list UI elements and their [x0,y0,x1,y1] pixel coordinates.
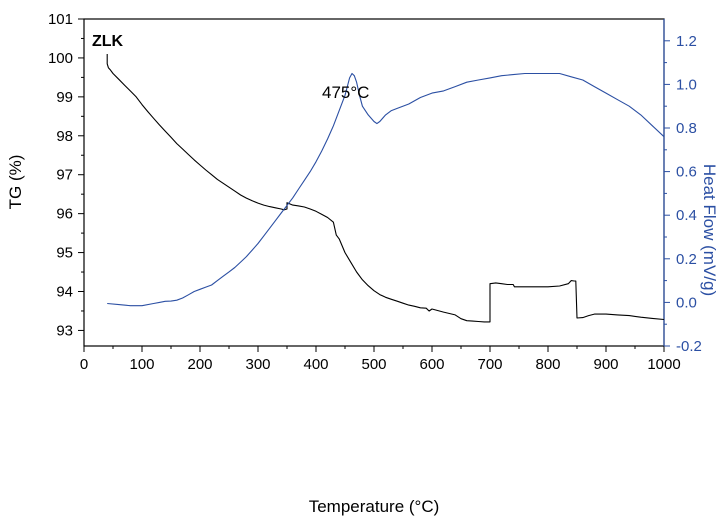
x-tick-label: 300 [245,356,270,373]
left-y-axis-ticks: 93 94 95 96 97 98 99 100 101 [48,11,84,339]
x-tick-label: 400 [303,356,328,373]
right-y-axis-ticks: -0.2 0.0 0.2 0.4 0.6 0.8 1.0 1.2 [664,33,702,355]
x-axis-title: Temperature (°C) [309,497,440,516]
y-right-tick-label: 1.0 [676,76,697,93]
y-right-tick-label: 1.2 [676,33,697,50]
tg-curve [106,54,665,323]
x-axis-ticks: 0 100 200 300 400 500 600 700 800 900 1000 [80,346,681,373]
y-right-tick-label: 0.4 [676,207,697,224]
x-tick-label: 900 [593,356,618,373]
peak-annotation: 475°C [322,83,369,102]
x-tick-label: 100 [129,356,154,373]
x-tick-label: 700 [477,356,502,373]
y-left-tick-label: 94 [56,284,73,301]
y-left-tick-label: 100 [48,50,73,67]
y-right-tick-label: -0.2 [676,338,702,355]
y-right-tick-label: 0.0 [676,294,697,311]
y-left-tick-label: 98 [56,128,73,145]
y-left-tick-label: 101 [48,11,73,28]
y-left-tick-label: 96 [56,206,73,223]
x-tick-label: 800 [535,356,560,373]
y-right-tick-label: 0.6 [676,164,697,181]
y-left-tick-label: 93 [56,322,73,339]
series-lines [106,54,665,323]
heat-flow-curve [107,72,665,307]
plot-frame [83,18,665,347]
x-tick-label: 1000 [647,356,680,373]
x-tick-label: 500 [361,356,386,373]
x-tick-label: 600 [419,356,444,373]
x-tick-label: 0 [80,356,88,373]
y-right-tick-label: 0.8 [676,120,697,137]
x-tick-label: 200 [187,356,212,373]
sample-label: ZLK [92,33,124,50]
left-y-axis-title: TG (%) [6,155,25,210]
y-left-tick-label: 95 [56,245,73,262]
y-left-tick-label: 99 [56,89,73,106]
y-left-tick-label: 97 [56,167,73,184]
right-y-axis-title: Heat Flow (mV/g) [700,164,719,296]
y-right-tick-label: 0.2 [676,251,697,268]
